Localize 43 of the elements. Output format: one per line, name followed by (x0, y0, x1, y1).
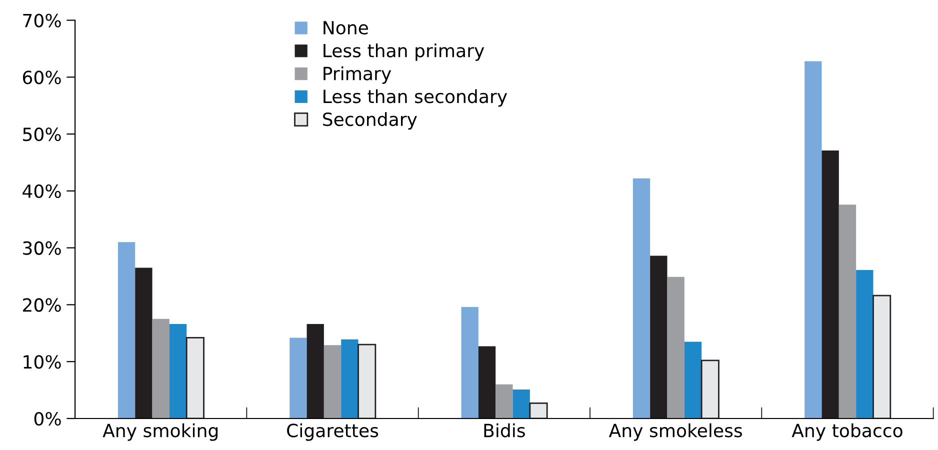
y-tick-label: 20% (23, 298, 61, 312)
y-tick-label: 10% (24, 355, 61, 369)
bar (684, 342, 702, 418)
y-tick-label: 0% (34, 412, 61, 426)
bar (700, 360, 720, 418)
bar (358, 344, 376, 418)
bar (872, 294, 892, 418)
x-tick-label: Bidis (484, 423, 525, 438)
x-tick-label: Any smoking (102, 423, 218, 441)
y-tick-label: 40% (22, 184, 61, 198)
bar (496, 384, 513, 418)
x-tick-label: Any smokeless (608, 423, 742, 441)
bar (650, 256, 668, 418)
bar (118, 242, 136, 418)
x-tick-label: Any tobacco (792, 423, 902, 441)
bar (186, 337, 204, 418)
bar (135, 268, 152, 418)
y-tick-label: 50% (23, 127, 61, 142)
bar (632, 178, 650, 418)
bar (169, 324, 187, 418)
legend-label: None (324, 21, 368, 35)
y-tick-label: 70% (23, 14, 61, 28)
bar (478, 346, 496, 418)
bar (529, 402, 548, 418)
legend-label: Less than primary (324, 43, 484, 61)
y-tick-label: 60% (22, 70, 61, 84)
bar (461, 306, 478, 418)
bar (822, 150, 839, 418)
legend-label: Secondary (323, 112, 417, 130)
bar (324, 345, 342, 418)
bar (306, 324, 324, 418)
bar (856, 270, 874, 418)
bar (290, 338, 307, 418)
bar (667, 276, 684, 418)
y-tick-label: 30% (23, 241, 61, 255)
bar (341, 339, 358, 418)
legend-label: Less than secondary (324, 89, 508, 107)
x-tick-label: Cigarettes (287, 423, 378, 441)
bar (804, 61, 822, 418)
bar (838, 204, 856, 418)
legend-label: Primary (324, 66, 392, 84)
bar (512, 389, 530, 418)
bar (152, 318, 170, 418)
